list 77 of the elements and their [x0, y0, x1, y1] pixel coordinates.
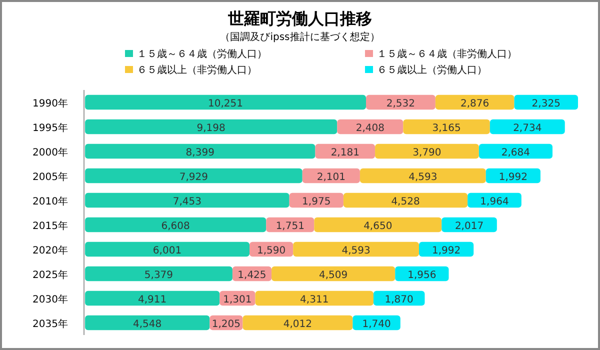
data-label: 2,101 [316, 172, 346, 183]
data-label: 1,301 [223, 294, 252, 306]
data-label: 7,929 [179, 172, 208, 183]
data-label: 4,311 [300, 294, 329, 306]
data-label: 3,165 [432, 122, 461, 134]
legend-label: １５歳～６４歳（労働人口） [137, 48, 267, 60]
bar [490, 119, 565, 134]
legend-label: １５歳～６４歳（非労働人口） [377, 48, 517, 60]
data-label: 7,453 [172, 196, 202, 208]
y-tick-label: 2010年 [32, 195, 68, 208]
data-label: 2,876 [460, 98, 490, 110]
data-label: 2,325 [532, 98, 560, 110]
bar [85, 119, 338, 134]
data-label: 1,992 [498, 172, 528, 183]
data-label: 4,593 [408, 172, 438, 183]
data-label: 4,548 [133, 318, 162, 330]
data-label: 1,870 [384, 294, 414, 306]
bar [85, 242, 250, 257]
data-label: 2,408 [356, 122, 384, 134]
data-label: 5,379 [144, 270, 174, 281]
data-label: 1,975 [302, 196, 331, 208]
bar [293, 242, 420, 257]
data-label: 1,956 [408, 270, 436, 281]
data-label: 6,608 [161, 220, 190, 232]
data-label: 6,001 [152, 245, 182, 256]
bar [314, 217, 442, 232]
bar [360, 168, 486, 184]
data-label: 10,251 [208, 98, 244, 110]
data-label: 2,181 [330, 147, 360, 158]
data-label: 2,734 [513, 122, 542, 134]
data-label: 1,590 [256, 245, 286, 256]
data-label: 4,509 [319, 270, 348, 281]
bar [85, 168, 302, 184]
data-label: 2,684 [501, 147, 530, 158]
y-tick-label: 2030年 [32, 293, 68, 306]
data-label: 4,593 [342, 245, 370, 256]
data-label: 4,012 [283, 318, 312, 330]
chart-subtitle: （国調及びipss推計に基づく想定） [220, 31, 380, 43]
data-label: 1,751 [276, 220, 304, 232]
bar [85, 144, 316, 159]
data-label: 8,399 [186, 147, 214, 158]
bar [343, 192, 468, 208]
bar [272, 266, 396, 282]
bar [85, 315, 210, 330]
bar [85, 266, 232, 282]
bar [85, 94, 366, 110]
bar [85, 217, 266, 232]
bar [85, 192, 290, 208]
chart-title: 世羅町労働人口推移 [227, 9, 372, 28]
data-label: 4,911 [138, 294, 167, 306]
data-label: 1,205 [212, 318, 241, 330]
y-tick-label: 2015年 [32, 220, 68, 232]
y-tick-label: 2005年 [32, 170, 68, 183]
data-label: 4,528 [391, 196, 420, 208]
data-label: 1,964 [480, 196, 509, 208]
legend-label: ６５歳以上（労働人口） [377, 64, 487, 76]
bar [255, 290, 374, 306]
y-tick-label: 2035年 [32, 318, 68, 330]
bar [435, 94, 514, 110]
data-label: 3,790 [412, 147, 442, 158]
data-label: 4,650 [364, 220, 392, 232]
data-label: 9,198 [196, 122, 226, 134]
y-tick-label: 1995年 [32, 122, 68, 134]
data-label: 2,017 [454, 220, 484, 232]
bar [85, 290, 220, 306]
data-label: 2,532 [386, 98, 416, 110]
y-tick-label: 2025年 [32, 268, 68, 281]
bar [375, 144, 479, 159]
data-label: 1,992 [432, 245, 461, 256]
data-label: 1,740 [362, 318, 391, 330]
y-tick-label: 1990年 [32, 97, 68, 110]
bar [403, 119, 490, 134]
bar [242, 315, 353, 330]
data-label: 1,425 [238, 270, 266, 281]
y-tick-label: 2000年 [32, 146, 68, 158]
legend-label: ６５歳以上（非労働人口） [137, 64, 257, 76]
y-tick-label: 2020年 [32, 244, 68, 256]
